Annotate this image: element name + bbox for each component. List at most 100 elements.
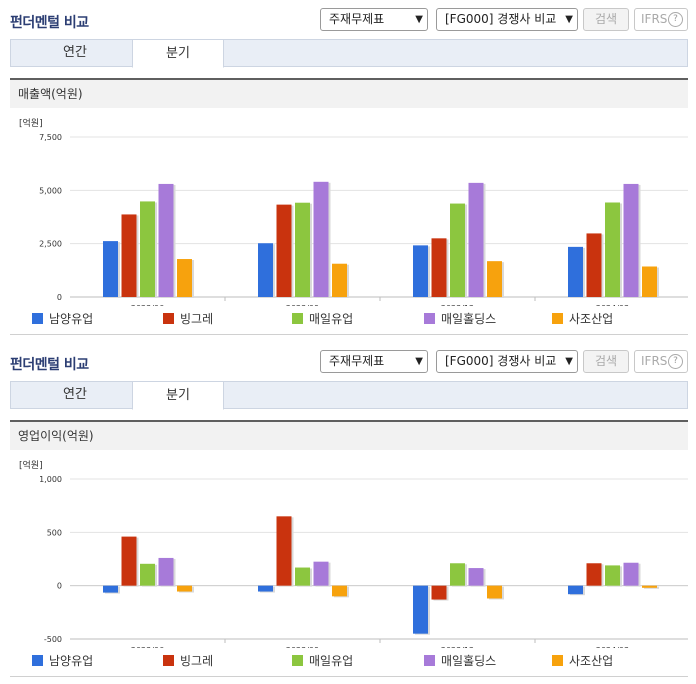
peer-group-value: [FG000] 경쟁사 비교: [445, 354, 557, 368]
peer-group-select[interactable]: [FG000] 경쟁사 비교 ▼: [436, 350, 578, 373]
chevron-down-icon: ▼: [565, 356, 573, 367]
y-tick-label: -500: [44, 635, 62, 644]
help-icon[interactable]: ?: [668, 354, 683, 369]
legend-item[interactable]: 사조산업: [552, 652, 613, 669]
tab-annual[interactable]: 연간: [63, 387, 87, 402]
bar: [413, 585, 428, 634]
bar: [642, 266, 657, 297]
peer-group-value: [FG000] 경쟁사 비교: [445, 12, 557, 26]
divider: [10, 676, 688, 677]
bar: [177, 585, 192, 592]
bar: [103, 585, 118, 593]
y-tick-label: 2,500: [39, 240, 62, 249]
unit-label: [억원]: [19, 117, 43, 129]
period-tabs: 연간 분기: [10, 381, 688, 410]
tab-quarterly[interactable]: 분기: [132, 39, 224, 68]
bar: [313, 181, 329, 297]
legend-item[interactable]: 빙그레: [163, 310, 213, 327]
y-tick-label: 1,000: [39, 475, 62, 484]
legend-label: 빙그레: [180, 312, 214, 326]
section-title: 영업이익(억원): [10, 420, 688, 450]
bar: [140, 563, 155, 586]
y-tick-label: 0: [57, 293, 62, 302]
legend-label: 매일홀딩스: [441, 312, 497, 326]
bar: [121, 536, 137, 586]
bar: [332, 263, 347, 297]
x-tick-label: 2024/03: [596, 646, 629, 648]
statement-type-select[interactable]: 주재무제표 ▼: [320, 8, 428, 31]
section-title: 매출액(억원): [10, 78, 688, 108]
chevron-down-icon: ▼: [565, 14, 573, 25]
tab-quarterly[interactable]: 분기: [132, 381, 224, 410]
bar: [468, 568, 484, 586]
bar: [568, 246, 583, 297]
unit-label: [억원]: [19, 459, 43, 471]
bar: [258, 243, 273, 297]
legend-swatch: [552, 313, 563, 324]
search-button[interactable]: 검색: [583, 8, 629, 31]
legend-label: 빙그레: [180, 654, 214, 668]
x-tick-label: 2023/06: [131, 304, 164, 306]
ifrs-button[interactable]: IFRS ?: [634, 8, 688, 31]
help-icon[interactable]: ?: [668, 12, 683, 27]
chevron-down-icon: ▼: [415, 14, 423, 25]
bar: [121, 214, 137, 297]
legend-swatch: [424, 655, 435, 666]
legend-item[interactable]: 남양유업: [32, 652, 93, 669]
bar: [295, 567, 310, 586]
legend-label: 남양유업: [49, 312, 94, 326]
bar: [158, 183, 174, 297]
legend-swatch: [163, 313, 174, 324]
legend-swatch: [424, 313, 435, 324]
revenue-bar-chart: [억원] 0 2,500 5,000 7,500 2023/06 2023/09 2023/1…: [19, 117, 688, 306]
bar: [313, 561, 329, 586]
y-tick-label: 500: [47, 528, 62, 537]
search-button[interactable]: 검색: [583, 350, 629, 373]
legend-item[interactable]: 사조산업: [552, 310, 613, 327]
bar: [177, 259, 192, 297]
bar: [140, 201, 155, 297]
bar: [586, 233, 602, 297]
statement-type-select[interactable]: 주재무제표 ▼: [320, 350, 428, 373]
bar: [487, 261, 502, 297]
bar: [642, 585, 657, 588]
legend-label: 매일홀딩스: [441, 654, 497, 668]
panel-title: 펀더멘털 비교: [10, 357, 89, 373]
legend-item[interactable]: 매일유업: [292, 310, 353, 327]
bar: [568, 585, 583, 595]
ifrs-label: IFRS: [641, 354, 668, 368]
legend-label: 매일유업: [309, 654, 354, 668]
bar: [103, 241, 118, 297]
peer-group-select[interactable]: [FG000] 경쟁사 비교 ▼: [436, 8, 578, 31]
tab-annual[interactable]: 연간: [63, 45, 87, 60]
legend-item[interactable]: 매일홀딩스: [424, 310, 496, 327]
x-tick-label: 2023/09: [286, 646, 319, 648]
chart-legend: 남양유업 빙그레 매일유업 매일홀딩스 사조산업: [10, 308, 688, 330]
ifrs-label: IFRS: [641, 12, 668, 26]
x-tick-label: 2023/06: [131, 646, 164, 648]
legend-item[interactable]: 남양유업: [32, 310, 93, 327]
legend-swatch: [32, 655, 43, 666]
legend-item[interactable]: 매일유업: [292, 652, 353, 669]
divider: [10, 334, 688, 335]
y-tick-label: 0: [57, 582, 62, 591]
bar: [450, 563, 465, 586]
statement-type-value: 주재무제표: [329, 12, 385, 26]
x-tick-label: 2024/03: [596, 304, 629, 306]
fundamental-panel-operating-profit: 펀더멘털 비교 주재무제표 ▼ [FG000] 경쟁사 비교 ▼ 검색 IFRS…: [0, 342, 696, 684]
y-tick-label: 5,000: [39, 186, 62, 195]
legend-label: 사조산업: [569, 654, 614, 668]
bar: [450, 203, 465, 297]
bar: [623, 183, 639, 297]
bar: [413, 245, 428, 297]
bar: [623, 562, 639, 586]
legend-swatch: [32, 313, 43, 324]
legend-swatch: [292, 313, 303, 324]
legend-item[interactable]: 빙그레: [163, 652, 213, 669]
ifrs-button[interactable]: IFRS ?: [634, 350, 688, 373]
y-tick-label: 7,500: [39, 133, 62, 142]
legend-swatch: [292, 655, 303, 666]
statement-type-value: 주재무제표: [329, 354, 385, 368]
legend-item[interactable]: 매일홀딩스: [424, 652, 496, 669]
bar: [276, 516, 292, 586]
